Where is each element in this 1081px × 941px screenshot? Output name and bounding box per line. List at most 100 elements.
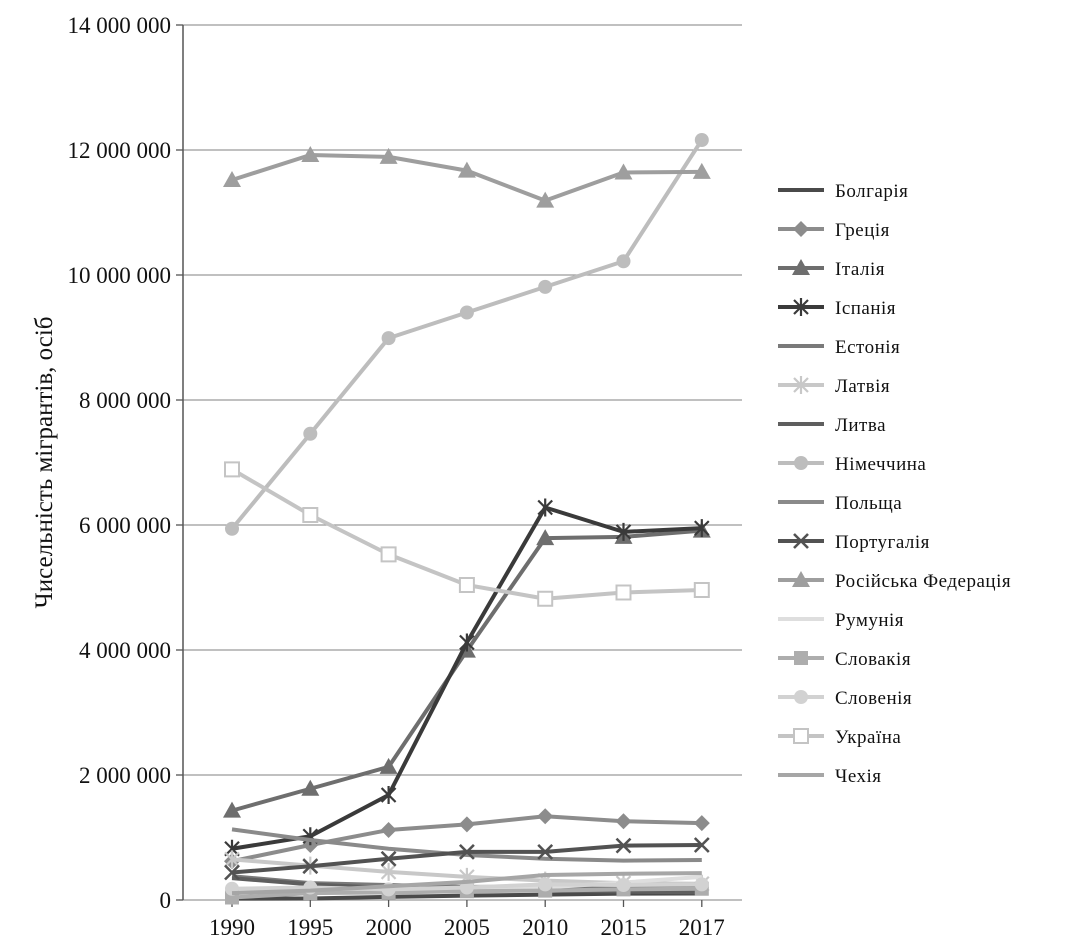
legend-item: Болгарія <box>778 181 908 202</box>
data-point-marker <box>381 331 396 346</box>
series-group <box>224 837 710 881</box>
series-group <box>223 521 711 818</box>
data-point-marker <box>380 786 397 804</box>
legend-item: Румунія <box>778 610 904 631</box>
data-point-marker <box>538 279 553 294</box>
series-group <box>224 461 710 607</box>
x-tick-label: 1995 <box>287 915 333 940</box>
y-tick-label: 12 000 000 <box>68 138 172 163</box>
legend-item: Російська Федерація <box>778 571 1011 592</box>
legend-item: Україна <box>778 727 901 748</box>
data-point-marker <box>793 728 809 744</box>
data-point-marker <box>379 757 398 774</box>
data-point-marker <box>615 837 632 854</box>
x-tick-label: 2017 <box>679 915 725 940</box>
data-point-marker <box>537 808 554 825</box>
data-point-marker <box>302 858 319 875</box>
data-point-marker <box>379 147 398 164</box>
series-group <box>224 498 710 858</box>
data-point-marker <box>536 191 555 208</box>
legend-label: Німеччина <box>835 454 926 475</box>
x-axis-ticks: 1990 1995 2000 2005 2010 2015 2017 <box>209 900 725 940</box>
series-line <box>231 505 702 851</box>
legend-label: Російська Федерація <box>835 571 1011 592</box>
data-point-marker <box>793 298 809 316</box>
y-tick-label: 8 000 000 <box>79 388 171 413</box>
y-tick-label: 10 000 000 <box>68 263 172 288</box>
data-point-marker <box>693 582 710 598</box>
data-point-marker <box>459 633 475 652</box>
data-point-marker <box>792 571 810 587</box>
gridlines <box>183 24 742 901</box>
data-point-marker <box>380 862 397 881</box>
data-point-marker <box>301 146 320 162</box>
data-point-marker <box>380 822 397 838</box>
legend-item: Німеччина <box>778 454 926 475</box>
y-tick-label: 4 000 000 <box>79 638 171 663</box>
data-point-marker <box>793 376 809 394</box>
series-line <box>231 871 702 896</box>
legend-label: Словакія <box>835 649 911 670</box>
legend-label: Латвія <box>835 376 890 397</box>
data-point-marker <box>794 456 808 470</box>
data-point-marker <box>694 133 709 147</box>
data-point-marker <box>537 498 553 517</box>
legend-label: Іспанія <box>835 298 896 319</box>
data-point-marker <box>694 519 710 538</box>
data-point-marker <box>224 461 240 478</box>
legend: Болгарія Греція Італія Іспанія Естонія Латвія… <box>778 181 1011 787</box>
data-point-marker <box>615 813 632 830</box>
legend-item: Естонія <box>778 337 900 358</box>
legend-label: Португалія <box>835 532 930 553</box>
data-point-marker <box>793 221 809 237</box>
data-point-marker <box>615 584 632 601</box>
data-point-marker <box>303 426 318 441</box>
data-point-marker <box>380 546 397 563</box>
y-tick-label: 6 000 000 <box>79 513 171 538</box>
data-point-marker <box>614 163 633 180</box>
series-line <box>231 528 702 813</box>
legend-item: Чехія <box>778 766 882 787</box>
data-point-marker <box>380 850 397 867</box>
y-tick-label: 0 <box>160 888 172 913</box>
y-axis-title: Чисельність мігрантів, осіб <box>31 316 58 608</box>
series-line <box>231 827 702 863</box>
data-point-marker <box>224 850 240 869</box>
data-point-marker <box>615 522 632 541</box>
legend-label: Польща <box>835 493 902 514</box>
legend-label: Італія <box>835 259 885 280</box>
legend-label: Болгарія <box>835 181 908 202</box>
legend-item: Португалія <box>778 532 930 553</box>
data-point-marker <box>537 843 554 860</box>
data-point-marker <box>537 590 554 607</box>
data-point-marker <box>536 529 555 546</box>
x-tick-label: 2005 <box>444 915 490 940</box>
data-point-marker <box>223 171 241 187</box>
y-axis-ticks: 0 2 000 000 4 000 000 6 000 000 8 000 000 10 … <box>68 13 183 913</box>
data-point-marker <box>792 259 810 275</box>
legend-item: Греція <box>778 220 889 241</box>
data-point-marker <box>538 877 553 892</box>
legend-item: Іспанія <box>778 298 896 319</box>
y-tick-label: 2 000 000 <box>79 763 171 788</box>
data-point-marker <box>794 651 808 665</box>
data-point-marker <box>301 779 320 796</box>
data-point-marker <box>224 864 240 881</box>
series-line <box>230 138 704 531</box>
legend-item: Литва <box>778 415 886 436</box>
series-group <box>223 146 711 208</box>
data-point-marker <box>692 162 711 179</box>
data-point-marker <box>223 801 241 818</box>
legend-label: Словенія <box>835 688 912 709</box>
legend-label: Румунія <box>835 610 904 631</box>
data-point-marker <box>693 837 710 853</box>
series-group <box>225 133 709 536</box>
series-layer <box>223 133 711 905</box>
x-tick-label: 2000 <box>366 915 412 940</box>
x-tick-label: 1990 <box>209 915 255 940</box>
legend-label: Чехія <box>835 766 882 787</box>
data-point-marker <box>457 161 476 178</box>
data-point-marker <box>693 815 710 832</box>
data-point-marker <box>458 577 475 593</box>
